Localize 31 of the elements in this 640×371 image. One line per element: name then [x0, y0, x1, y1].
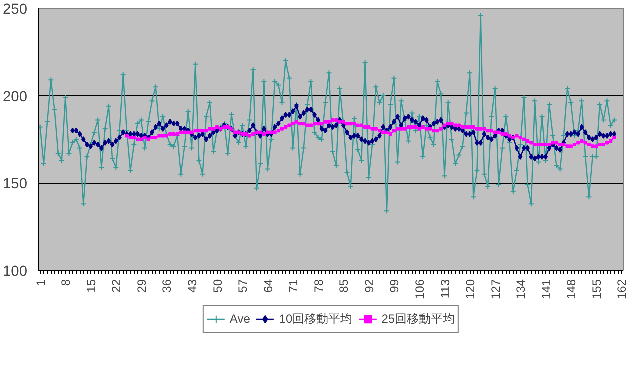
- x-tick-label: 1: [34, 279, 48, 286]
- x-tick-label: 162: [615, 279, 630, 300]
- x-tick-label: 120: [464, 279, 478, 300]
- x-tick-label: 8: [59, 279, 74, 286]
- x-tick-label: 43: [185, 279, 200, 293]
- x-tick-label: 148: [564, 279, 579, 300]
- x-tick-label: 15: [84, 279, 98, 293]
- x-tick-label: 155: [590, 279, 604, 300]
- x-tick-label: 64: [261, 279, 276, 293]
- x-tick-label: 141: [539, 279, 554, 300]
- x-tick-label: 29: [134, 279, 149, 293]
- x-tick-label: 78: [312, 279, 326, 293]
- x-tick-label: 57: [236, 279, 250, 293]
- legend-label: Ave: [230, 312, 250, 326]
- y-tick-label: 250: [3, 2, 28, 18]
- x-tick-label: 71: [286, 279, 301, 293]
- legend-label: 10回移動平均: [279, 310, 353, 328]
- legend-label: 25回移動平均: [382, 310, 456, 328]
- y-tick-label: 200: [3, 89, 28, 106]
- x-tick-label: 99: [388, 279, 402, 293]
- x-tick-label: 92: [362, 279, 376, 293]
- x-tick-label: 127: [488, 279, 503, 300]
- x-tick-label: 36: [160, 279, 174, 293]
- x-tick-label: 50: [210, 279, 225, 293]
- y-tick-label: 150: [3, 176, 28, 193]
- x-tick-label: 134: [514, 279, 528, 300]
- y-tick-label: 100: [3, 264, 28, 280]
- x-tick-label: 85: [337, 279, 352, 293]
- x-tick-label: 113: [438, 279, 452, 299]
- x-tick-label: 22: [110, 279, 124, 293]
- x-tick-label: 106: [412, 279, 427, 300]
